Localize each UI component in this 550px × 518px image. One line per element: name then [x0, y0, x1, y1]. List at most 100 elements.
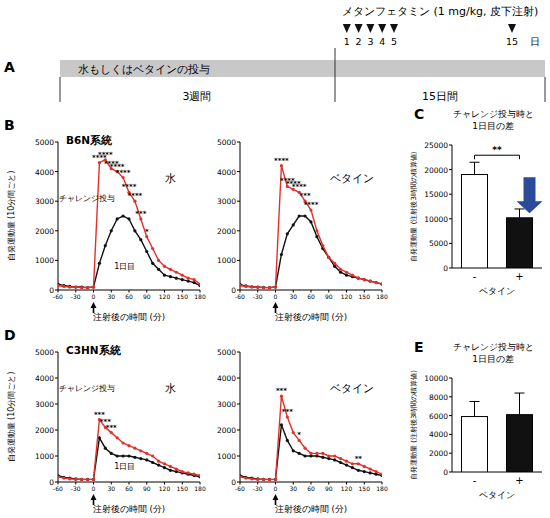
significance: * [145, 228, 149, 236]
marker [127, 217, 130, 220]
day-label: 5 [391, 36, 397, 47]
y-tick-label: 4000 [217, 168, 236, 177]
y-tick-label: 2000 [217, 426, 236, 435]
marker [357, 277, 360, 280]
marker [92, 478, 95, 481]
y-tick [237, 142, 240, 143]
y-axis [58, 142, 59, 290]
line-chart: 010002000300040005000-60-300306090120150… [4, 327, 206, 514]
y-tick-label: 1000 [217, 256, 236, 265]
x-tick-label: 120 [159, 485, 171, 492]
marker [151, 461, 154, 464]
marker [244, 284, 247, 287]
x-tick-label: - [473, 271, 477, 282]
decrease-arrow [517, 177, 543, 213]
y-tick [449, 268, 452, 269]
x-tick-label: 150 [177, 485, 189, 492]
marker [250, 477, 253, 480]
title: 1日目の差 [472, 121, 514, 131]
marker [374, 281, 377, 284]
y-tick [55, 352, 58, 353]
y-tick [237, 352, 240, 353]
marker [169, 469, 172, 472]
marker [68, 477, 71, 480]
x-tick-label: + [515, 475, 523, 486]
marker [268, 478, 271, 481]
day-label: 3 [367, 36, 373, 47]
marker [116, 217, 119, 220]
y-tick [55, 171, 58, 172]
marker [268, 286, 271, 289]
y-axis [58, 352, 59, 482]
y-tick-label: 10000 [424, 215, 448, 224]
marker [339, 461, 342, 464]
x-tick-label: -30 [71, 485, 81, 492]
marker [363, 278, 366, 281]
y-tick-label: 5000 [217, 348, 236, 357]
plot-area [462, 162, 533, 268]
error-cap [470, 401, 480, 402]
x-tick-label: -30 [253, 293, 263, 300]
plot-area [240, 395, 382, 482]
marker [145, 250, 148, 253]
marker [175, 271, 178, 274]
marker [274, 478, 277, 481]
marker [62, 285, 65, 288]
y-tick [237, 430, 240, 431]
marker [357, 469, 360, 472]
injection-marker [366, 24, 374, 33]
marker [139, 238, 142, 241]
x-tick-label: -30 [71, 293, 81, 300]
injection-marker [355, 24, 363, 33]
marker [327, 256, 330, 259]
x-tick-label: 60 [125, 293, 133, 300]
line-chart: 010002000300040005000-60-300306090120150… [217, 348, 388, 514]
marker [151, 454, 154, 457]
x-tick-label: 0 [92, 485, 96, 492]
title: B6N系統 [66, 134, 112, 146]
bar [507, 218, 533, 268]
line-chart: 010002000300040005000-60-300306090120150… [4, 117, 206, 322]
y-tick-label: 2000 [429, 449, 448, 458]
marker [121, 441, 124, 444]
marker [139, 457, 142, 460]
marker [280, 253, 283, 256]
marker [58, 284, 60, 287]
series-line [240, 396, 382, 479]
marker [74, 478, 77, 481]
marker [345, 274, 348, 277]
series-line [58, 420, 200, 480]
subtitle: 水 [165, 382, 176, 395]
error-cap [515, 208, 525, 209]
marker [292, 223, 295, 226]
marker [309, 452, 312, 455]
marker [181, 278, 184, 281]
marker [169, 275, 172, 278]
x-tick-label: 180 [376, 485, 388, 492]
y-tick-label: 0 [443, 468, 448, 477]
marker [274, 285, 277, 288]
y-tick-label: 4000 [429, 430, 448, 439]
x-tick-label: 30 [107, 485, 115, 492]
marker [351, 462, 354, 465]
marker [163, 466, 166, 469]
marker [192, 278, 195, 281]
marker [274, 478, 277, 481]
x-tick-label: 30 [289, 293, 297, 300]
marker [363, 465, 366, 468]
bar [462, 175, 488, 268]
panel-label: D [4, 327, 16, 343]
y-label: 自発運動量 (注射後3時間の積算値) [410, 370, 418, 480]
y-tick-label: 0 [443, 264, 448, 273]
marker [292, 431, 295, 434]
plot-area [240, 164, 382, 289]
x-label: 注射後の時間 (分) [275, 312, 347, 322]
marker [116, 454, 119, 457]
marker [86, 286, 89, 289]
y-tick-label: 2000 [35, 227, 54, 236]
marker [339, 268, 342, 271]
marker [274, 285, 277, 288]
y-tick [55, 430, 58, 431]
y-tick-label: 3000 [35, 197, 54, 206]
injection-marker [378, 24, 386, 33]
